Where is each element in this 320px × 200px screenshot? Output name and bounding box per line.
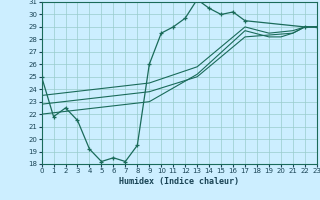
X-axis label: Humidex (Indice chaleur): Humidex (Indice chaleur): [119, 177, 239, 186]
